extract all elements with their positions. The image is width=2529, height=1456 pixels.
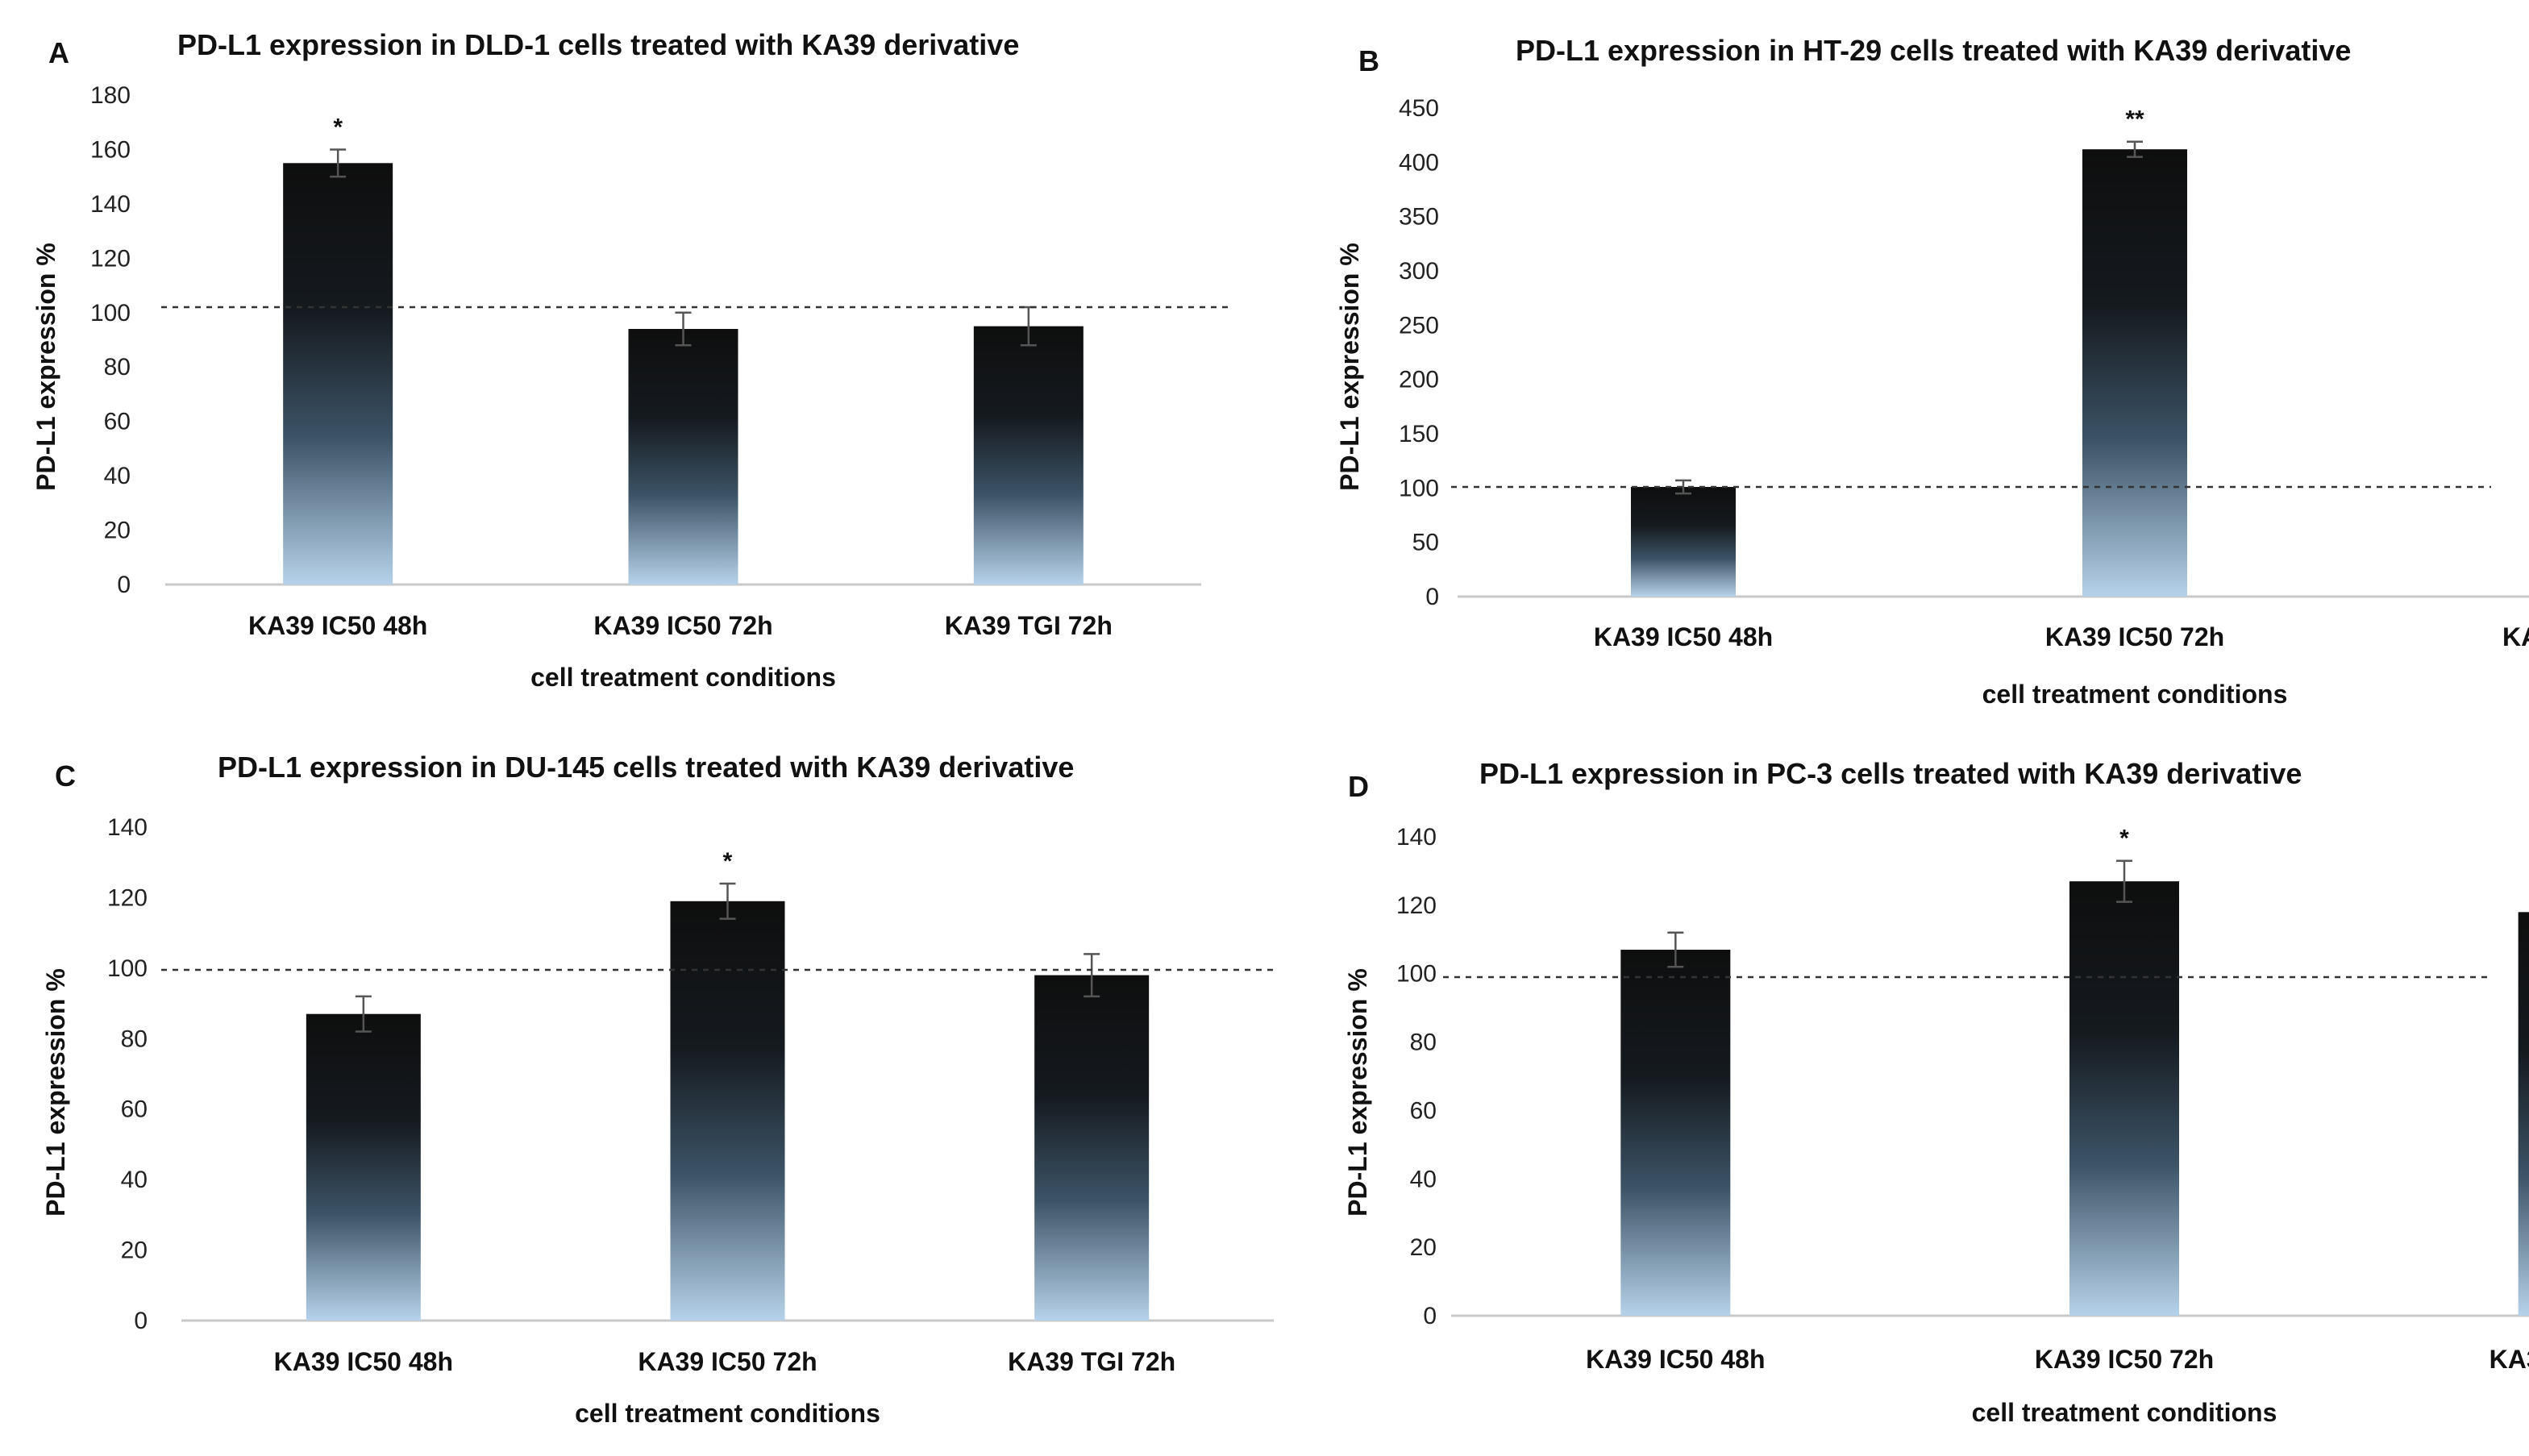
category-label: KA39 IC50 48h xyxy=(248,611,427,640)
bar xyxy=(2518,912,2529,1316)
y-tick-label: 140 xyxy=(107,814,148,841)
y-tick-label: 140 xyxy=(90,191,131,218)
y-tick-label: 20 xyxy=(1410,1234,1437,1261)
chart-title: PD-L1 expression in DLD-1 cells treated … xyxy=(177,28,1019,61)
y-tick-label: 200 xyxy=(1399,367,1439,393)
category-label: KA39 IC50 72h xyxy=(2035,1345,2214,1374)
chart-panel-c: C PD-L1 expression in DU-145 cells treate… xyxy=(41,751,1274,1428)
bar xyxy=(670,901,785,1321)
panel-letter: D xyxy=(1348,770,1369,803)
y-tick-label: 100 xyxy=(1399,475,1439,501)
significance-label: * xyxy=(333,114,343,140)
y-tick-label: 0 xyxy=(134,1308,148,1334)
y-tick-label: 20 xyxy=(104,518,131,544)
panel-letter: A xyxy=(48,36,69,69)
category-label: KA39 IC50 72h xyxy=(593,611,772,640)
y-tick-label: 120 xyxy=(1396,892,1437,919)
category-label: KA39 TGI 72h xyxy=(945,611,1113,640)
y-tick-label: 0 xyxy=(1425,584,1439,610)
x-axis-title: cell treatment conditions xyxy=(575,1399,880,1428)
category-label: KA39 IC50 48h xyxy=(1594,622,1773,651)
y-tick-label: 40 xyxy=(1410,1166,1437,1192)
y-tick-label: 20 xyxy=(121,1238,148,1264)
panel-letter: B xyxy=(1358,44,1379,77)
y-tick-label: 450 xyxy=(1399,95,1439,122)
bar xyxy=(306,1013,421,1321)
y-tick-label: 100 xyxy=(90,300,131,327)
chart-title: PD-L1 expression in DU-145 cells treated… xyxy=(218,751,1074,784)
y-tick-label: 150 xyxy=(1399,421,1439,447)
y-tick-label: 40 xyxy=(121,1167,148,1193)
y-axis-title: PD-L1 expression % xyxy=(1343,968,1372,1217)
y-tick-label: 120 xyxy=(107,884,148,911)
y-tick-label: 80 xyxy=(121,1025,148,1052)
y-tick-label: 0 xyxy=(117,572,131,598)
bar xyxy=(2069,881,2179,1316)
y-tick-label: 50 xyxy=(1412,530,1439,556)
bar xyxy=(1620,950,1731,1316)
y-tick-label: 120 xyxy=(90,245,131,272)
bar xyxy=(1034,975,1150,1321)
category-label: KA39 IC50 48h xyxy=(1586,1345,1765,1374)
bar xyxy=(1631,486,1736,597)
chart-title: PD-L1 expression in HT-29 cells treated … xyxy=(1516,34,2351,67)
y-tick-label: 140 xyxy=(1396,824,1437,851)
y-tick-label: 60 xyxy=(121,1096,148,1123)
y-tick-label: 100 xyxy=(107,955,148,982)
y-tick-label: 0 xyxy=(1423,1303,1437,1329)
significance-label: * xyxy=(723,848,733,875)
significance-label: ** xyxy=(2125,106,2144,133)
category-label: KA39 TGI 72h xyxy=(1008,1347,1175,1376)
y-tick-label: 60 xyxy=(104,409,131,435)
category-label: KA39 IC50 48h xyxy=(274,1347,453,1376)
bar xyxy=(2082,149,2187,597)
category-label: KA39 IC50 72h xyxy=(2045,622,2224,651)
category-label: KA39 TGI 72h xyxy=(2489,1345,2529,1374)
x-axis-title: cell treatment conditions xyxy=(1982,680,2288,709)
y-tick-label: 80 xyxy=(104,354,131,381)
y-tick-label: 100 xyxy=(1396,961,1437,988)
chart-title: PD-L1 expression in PC-3 cells treated w… xyxy=(1479,757,2302,790)
y-axis-title: PD-L1 expression % xyxy=(31,243,60,491)
bar xyxy=(628,329,738,584)
category-label: KA39 IC50 72h xyxy=(638,1347,817,1376)
y-tick-label: 60 xyxy=(1410,1097,1437,1124)
y-tick-label: 80 xyxy=(1410,1030,1437,1056)
panel-letter: C xyxy=(55,759,76,792)
chart-panel-a: A PD-L1 expression in DLD-1 cells treated… xyxy=(31,28,1229,692)
chart-panel-d: D PD-L1 expression in PC-3 cells treated … xyxy=(1343,757,2529,1427)
y-axis-title: PD-L1 expression % xyxy=(41,968,70,1217)
category-label: KA39 TGI 72h xyxy=(2502,622,2529,651)
bar xyxy=(973,326,1084,584)
chart-panel-b: B PD-L1 expression in HT-29 cells treated… xyxy=(1335,34,2529,709)
y-tick-label: 400 xyxy=(1399,149,1439,176)
significance-label: * xyxy=(2119,826,2129,852)
x-axis-title: cell treatment conditions xyxy=(1972,1398,2277,1427)
bar xyxy=(283,163,393,585)
y-tick-label: 250 xyxy=(1399,312,1439,339)
y-axis-title: PD-L1 expression % xyxy=(1335,243,1364,491)
x-axis-title: cell treatment conditions xyxy=(530,663,836,692)
y-tick-label: 180 xyxy=(90,82,131,109)
y-tick-label: 160 xyxy=(90,136,131,163)
y-tick-label: 350 xyxy=(1399,204,1439,231)
y-tick-label: 40 xyxy=(104,463,131,489)
y-tick-label: 300 xyxy=(1399,258,1439,285)
panels-group: A PD-L1 expression in DLD-1 cells treated… xyxy=(31,28,2529,1428)
